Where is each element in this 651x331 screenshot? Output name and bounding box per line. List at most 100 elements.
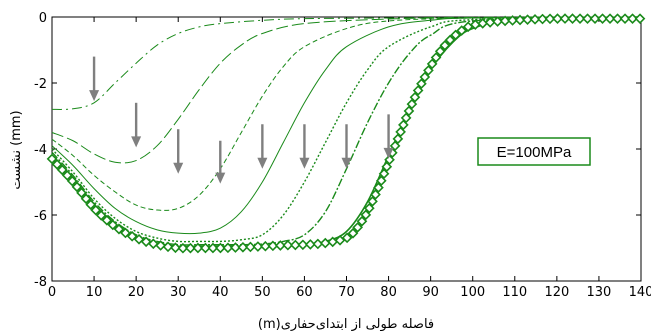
arrow-head — [341, 157, 352, 169]
diamond-marker — [406, 98, 418, 110]
diamond-marker — [529, 14, 541, 25]
diamond-marker — [612, 13, 623, 24]
x-tick-label: 110 — [502, 285, 527, 300]
diamond-marker — [426, 58, 438, 70]
annotation-box: E=100MPa — [477, 137, 591, 166]
diamond-marker — [412, 85, 424, 96]
diamond-marker — [120, 227, 131, 239]
diamond-marker — [275, 240, 286, 251]
diamond-marker — [456, 25, 467, 36]
y-tick-label: -4 — [34, 143, 47, 158]
diamond-marker — [392, 133, 404, 145]
marker-layer — [46, 13, 646, 254]
diamond-marker — [51, 159, 63, 170]
diamond-marker — [499, 15, 511, 27]
diamond-marker — [627, 13, 638, 24]
y-tick-label: -6 — [34, 209, 47, 224]
diamond-marker — [360, 209, 372, 221]
y-axis-label: نشست (mm) — [9, 110, 24, 189]
x-tick-label: 140 — [629, 285, 651, 300]
arrow-head — [299, 157, 310, 169]
x-tick-label: 20 — [128, 285, 145, 300]
diamond-marker — [492, 16, 503, 27]
diamond-marker — [200, 242, 211, 254]
diamond-marker — [162, 241, 174, 253]
diamond-marker — [430, 52, 442, 63]
diamond-marker — [177, 242, 189, 254]
x-tick-label: 60 — [296, 285, 313, 300]
diamond-marker — [589, 13, 601, 24]
diamond-marker — [381, 161, 393, 173]
diamond-marker — [192, 242, 204, 254]
diamond-marker — [170, 242, 181, 254]
diamond-marker — [398, 119, 409, 131]
diamond-marker — [101, 214, 113, 226]
y-tick-label: -2 — [34, 77, 47, 92]
diamond-marker — [71, 181, 83, 193]
diamond-marker — [230, 242, 241, 253]
diamond-marker — [113, 223, 125, 235]
diamond-marker — [409, 91, 421, 103]
diamond-marker — [552, 13, 563, 24]
diamond-marker — [341, 232, 353, 244]
diamond-marker — [215, 242, 226, 254]
series-line-front-20 — [51, 16, 642, 164]
annotation-text: E=100MPa — [497, 144, 572, 161]
diamond-marker — [352, 222, 363, 233]
x-tick-label: 100 — [460, 285, 485, 300]
x-tick-label: 40 — [212, 285, 229, 300]
diamond-marker — [559, 13, 571, 24]
diamond-marker — [567, 13, 578, 24]
x-axis-label: فاصله طولی از ابتدای‌حفاری(m) — [258, 317, 434, 331]
y-tick-label: 0 — [39, 11, 47, 26]
diamond-marker — [133, 233, 145, 245]
diamond-marker — [373, 182, 384, 193]
diamond-marker — [419, 71, 431, 83]
diamond-marker — [46, 153, 58, 165]
diamond-marker — [450, 29, 461, 41]
diamond-marker — [574, 13, 586, 24]
x-tick-label: 70 — [338, 285, 355, 300]
diamond-marker — [147, 238, 159, 250]
diamond-marker — [544, 13, 556, 25]
diamond-marker — [61, 170, 73, 181]
diamond-marker — [403, 105, 415, 117]
diamond-marker — [604, 13, 616, 24]
diamond-marker — [334, 234, 346, 246]
diamond-marker — [66, 175, 78, 187]
x-tick-label: 30 — [170, 285, 187, 300]
diamond-marker — [439, 40, 451, 51]
diamond-marker — [363, 202, 375, 214]
arrow-head — [383, 147, 394, 159]
diamond-marker — [290, 239, 301, 251]
diamond-marker — [434, 45, 446, 57]
arrow-head — [257, 157, 268, 169]
x-tick-label: 10 — [86, 285, 103, 300]
diamond-marker — [514, 14, 526, 26]
x-tick-label: 120 — [544, 285, 569, 300]
diamond-marker — [416, 78, 427, 90]
diamond-marker — [80, 193, 92, 205]
diamond-marker — [378, 168, 390, 180]
diamond-marker — [305, 239, 316, 250]
y-axis: 0 -2 -4 -6 -8 — [34, 11, 641, 290]
diamond-marker — [237, 241, 249, 253]
diamond-marker — [384, 154, 395, 166]
diamond-marker — [356, 215, 368, 227]
diamond-marker — [76, 187, 87, 199]
diamond-marker — [95, 210, 107, 221]
arrow-head — [89, 90, 100, 102]
arrow-layer — [89, 56, 394, 184]
y-tick-label: -8 — [34, 275, 47, 290]
diamond-marker — [370, 189, 381, 200]
diamond-marker — [347, 227, 359, 239]
diamond-marker — [522, 14, 533, 25]
diamond-marker — [582, 13, 593, 24]
diamond-marker — [367, 196, 378, 207]
x-tick-label: 130 — [587, 285, 612, 300]
diamond-marker — [155, 240, 166, 251]
arrow-head — [173, 162, 184, 174]
arrow-head — [131, 136, 142, 148]
diamond-marker — [90, 204, 102, 216]
